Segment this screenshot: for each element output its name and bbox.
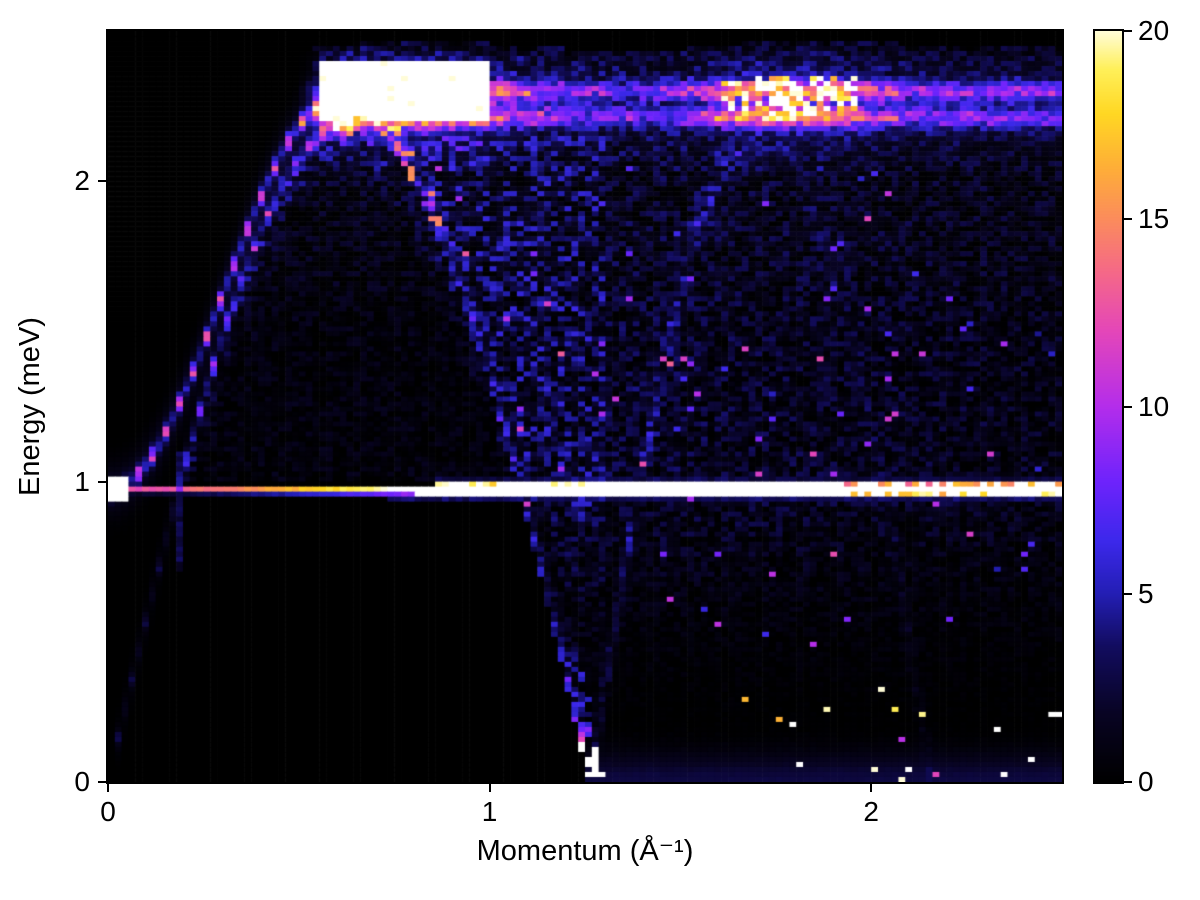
colorbar-tick-label: 0 bbox=[1138, 766, 1154, 797]
colorbar-tick-label: 15 bbox=[1138, 202, 1170, 234]
heatmap-canvas bbox=[108, 31, 1062, 782]
y-tick-label: 0 bbox=[74, 766, 90, 797]
colorbar-tick-label: 10 bbox=[1138, 390, 1170, 422]
y-tick-label: 2 bbox=[74, 165, 90, 197]
x-tick-label: 1 bbox=[481, 796, 498, 827]
colorbar-tick-mark bbox=[1124, 30, 1132, 32]
x-tick-label: 0 bbox=[100, 796, 116, 827]
colorbar-tick-mark bbox=[1124, 405, 1132, 408]
colorbar-canvas bbox=[1095, 31, 1122, 782]
y-tick-label: 1 bbox=[74, 465, 90, 497]
y-tick-mark bbox=[98, 480, 106, 483]
y-axis-label: Energy (meV) bbox=[14, 317, 46, 496]
colorbar-tick-mark bbox=[1124, 217, 1132, 220]
x-tick-mark bbox=[107, 784, 109, 792]
x-tick-mark bbox=[870, 784, 873, 792]
y-tick-mark bbox=[98, 180, 106, 183]
y-tick-mark bbox=[98, 781, 106, 783]
x-tick-label: 2 bbox=[863, 796, 879, 827]
colorbar-tick-mark bbox=[1124, 593, 1132, 596]
x-axis-label: Momentum (Å⁻¹) bbox=[476, 835, 694, 867]
colorbar-tick-label: 5 bbox=[1138, 578, 1154, 610]
x-tick-mark bbox=[488, 784, 491, 792]
colorbar-tick-mark bbox=[1124, 781, 1132, 783]
colorbar-tick-label: 20 bbox=[1138, 15, 1170, 46]
